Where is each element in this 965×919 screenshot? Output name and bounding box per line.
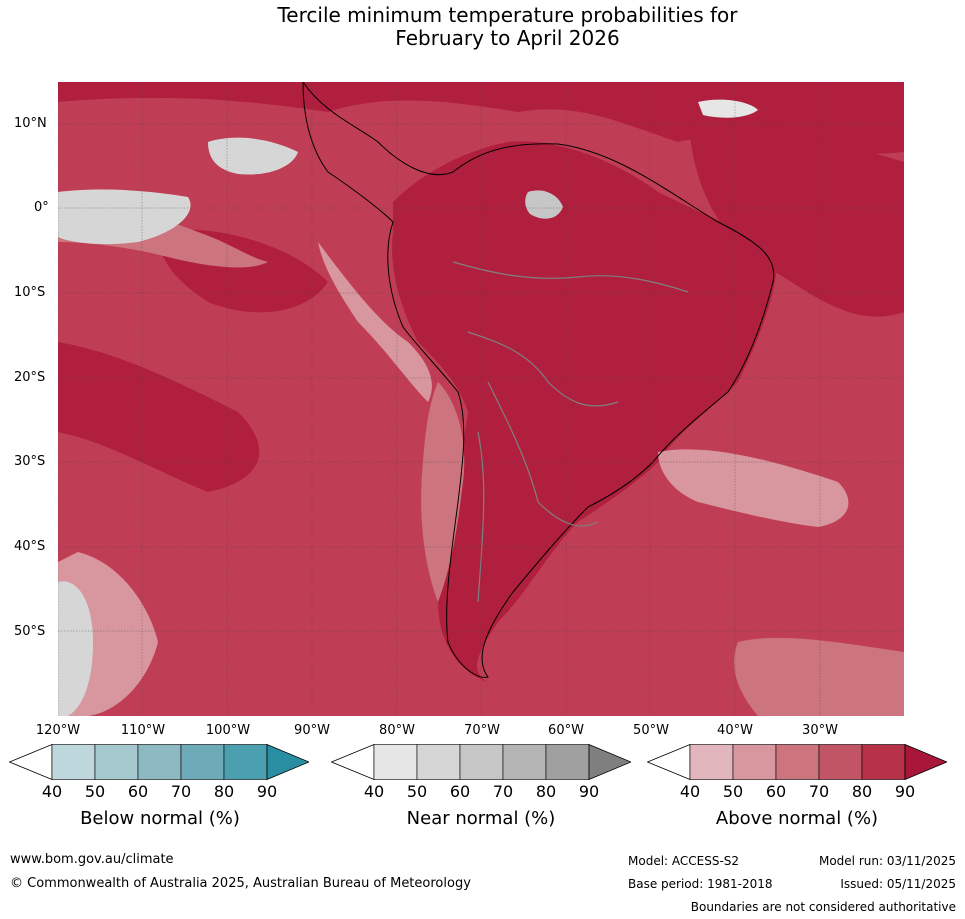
coastline — [302, 82, 775, 678]
probability-map — [58, 82, 904, 716]
colorbar-below-normal — [9, 744, 309, 780]
lat-label-20s: 20°S — [14, 370, 46, 385]
colorbar-over-triangle — [588, 744, 631, 780]
colorbar-over-triangle — [904, 744, 947, 780]
lon-label-60w: 60°W — [548, 723, 584, 738]
colorbar-segment — [94, 744, 139, 780]
colorbar-segment — [51, 744, 96, 780]
colorbar-tick-label: 80 — [535, 782, 557, 801]
region-south-atlantic-light — [658, 449, 849, 527]
lat-label-30s: 30°S — [14, 454, 46, 469]
colorbar-segment — [861, 744, 906, 780]
region-coastal-light — [318, 242, 432, 402]
colorbar-tick-label: 60 — [765, 782, 787, 801]
colorbar-title-near: Near normal (%) — [406, 808, 556, 829]
footer-issued: Issued: 05/11/2025 — [840, 877, 956, 891]
colorbar-tick-label: 90 — [256, 782, 278, 801]
title-line-2: February to April 2026 — [395, 26, 620, 50]
colorbar-segment — [502, 744, 547, 780]
colorbar-tick-label: 40 — [363, 782, 385, 801]
lat-label-40s: 40°S — [14, 539, 46, 554]
lat-label-10s: 10°S — [14, 285, 46, 300]
region-pacific-dark — [58, 342, 260, 492]
colorbar-near-normal — [331, 744, 631, 780]
lon-label-30w: 30°W — [802, 723, 838, 738]
colorbar-segment — [732, 744, 777, 780]
near-normal-patch-north — [208, 137, 298, 175]
country-borders — [452, 261, 689, 603]
colorbar-under-triangle — [331, 744, 375, 780]
lon-label-70w: 70°W — [464, 723, 500, 738]
lon-label-110w: 110°W — [120, 723, 166, 738]
lon-label-100w: 100°W — [205, 723, 251, 738]
lat-label-10n: 10°N — [14, 116, 47, 131]
colorbar-under-triangle — [9, 744, 53, 780]
footer-copyright: © Commonwealth of Australia 2025, Austra… — [10, 876, 471, 891]
lon-label-50w: 50°W — [633, 723, 669, 738]
colorbar-title-above: Above normal (%) — [715, 808, 879, 829]
footer-base-period: Base period: 1981-2018 — [628, 877, 773, 891]
near-normal-patch-southwest — [58, 581, 93, 716]
lon-label-90w: 90°W — [294, 723, 330, 738]
footer-model-run: Model run: 03/11/2025 — [818, 854, 956, 868]
region-atlantic-dark — [688, 102, 904, 317]
lat-label-0: 0° — [34, 200, 49, 215]
colorbar-tick-label: 40 — [679, 782, 701, 801]
colorbar-segment — [818, 744, 863, 780]
lon-label-40w: 40°W — [717, 723, 753, 738]
colorbar-over-triangle — [266, 744, 309, 780]
colorbar-title-below: Below normal (%) — [80, 808, 240, 829]
colorbar-segment — [137, 744, 182, 780]
colorbar-under-triangle — [647, 744, 691, 780]
footer-website[interactable]: www.bom.gov.au/climate — [10, 852, 174, 867]
region-andes-light — [421, 382, 465, 602]
colorbar-tick-label: 40 — [41, 782, 63, 801]
footer-model: Model: ACCESS-S2 — [628, 854, 740, 868]
map-svg — [58, 82, 904, 716]
colorbar-tick-label: 80 — [851, 782, 873, 801]
map-title: Tercile minimum temperature probabilitie… — [0, 4, 965, 50]
colorbar-tick-label: 50 — [406, 782, 428, 801]
colorbar-tick-label: 80 — [213, 782, 235, 801]
near-normal-patch-equator — [58, 189, 191, 245]
colorbar-segment — [459, 744, 504, 780]
colorbar-tick-label: 50 — [84, 782, 106, 801]
lon-label-80w: 80°W — [379, 723, 415, 738]
colorbar-tick-label: 70 — [170, 782, 192, 801]
colorbar-tick-label: 70 — [492, 782, 514, 801]
colorbar-segment — [416, 744, 461, 780]
colorbar-segment — [545, 744, 590, 780]
near-normal-patch-amazon — [525, 190, 563, 219]
footer-disclaimer: Boundaries are not considered authoritat… — [690, 900, 956, 914]
colorbar-segment — [689, 744, 734, 780]
colorbar-tick-label: 50 — [722, 782, 744, 801]
colorbar-above-normal — [647, 744, 947, 780]
colorbar-segment — [775, 744, 820, 780]
colorbar-tick-label: 90 — [894, 782, 916, 801]
land-south-america — [392, 141, 778, 682]
colorbar-segment — [373, 744, 418, 780]
title-line-1: Tercile minimum temperature probabilitie… — [277, 3, 738, 27]
near-normal-patch-northeast — [698, 99, 758, 118]
lat-label-50s: 50°S — [14, 624, 46, 639]
colorbar-tick-label: 60 — [449, 782, 471, 801]
colorbar-tick-label: 90 — [578, 782, 600, 801]
lon-label-120w: 120°W — [35, 723, 81, 738]
region-se-light — [734, 637, 904, 716]
colorbar-segment — [223, 744, 268, 780]
colorbar-segment — [180, 744, 225, 780]
colorbar-tick-label: 60 — [127, 782, 149, 801]
graticule — [58, 82, 904, 716]
colorbar-tick-label: 70 — [808, 782, 830, 801]
